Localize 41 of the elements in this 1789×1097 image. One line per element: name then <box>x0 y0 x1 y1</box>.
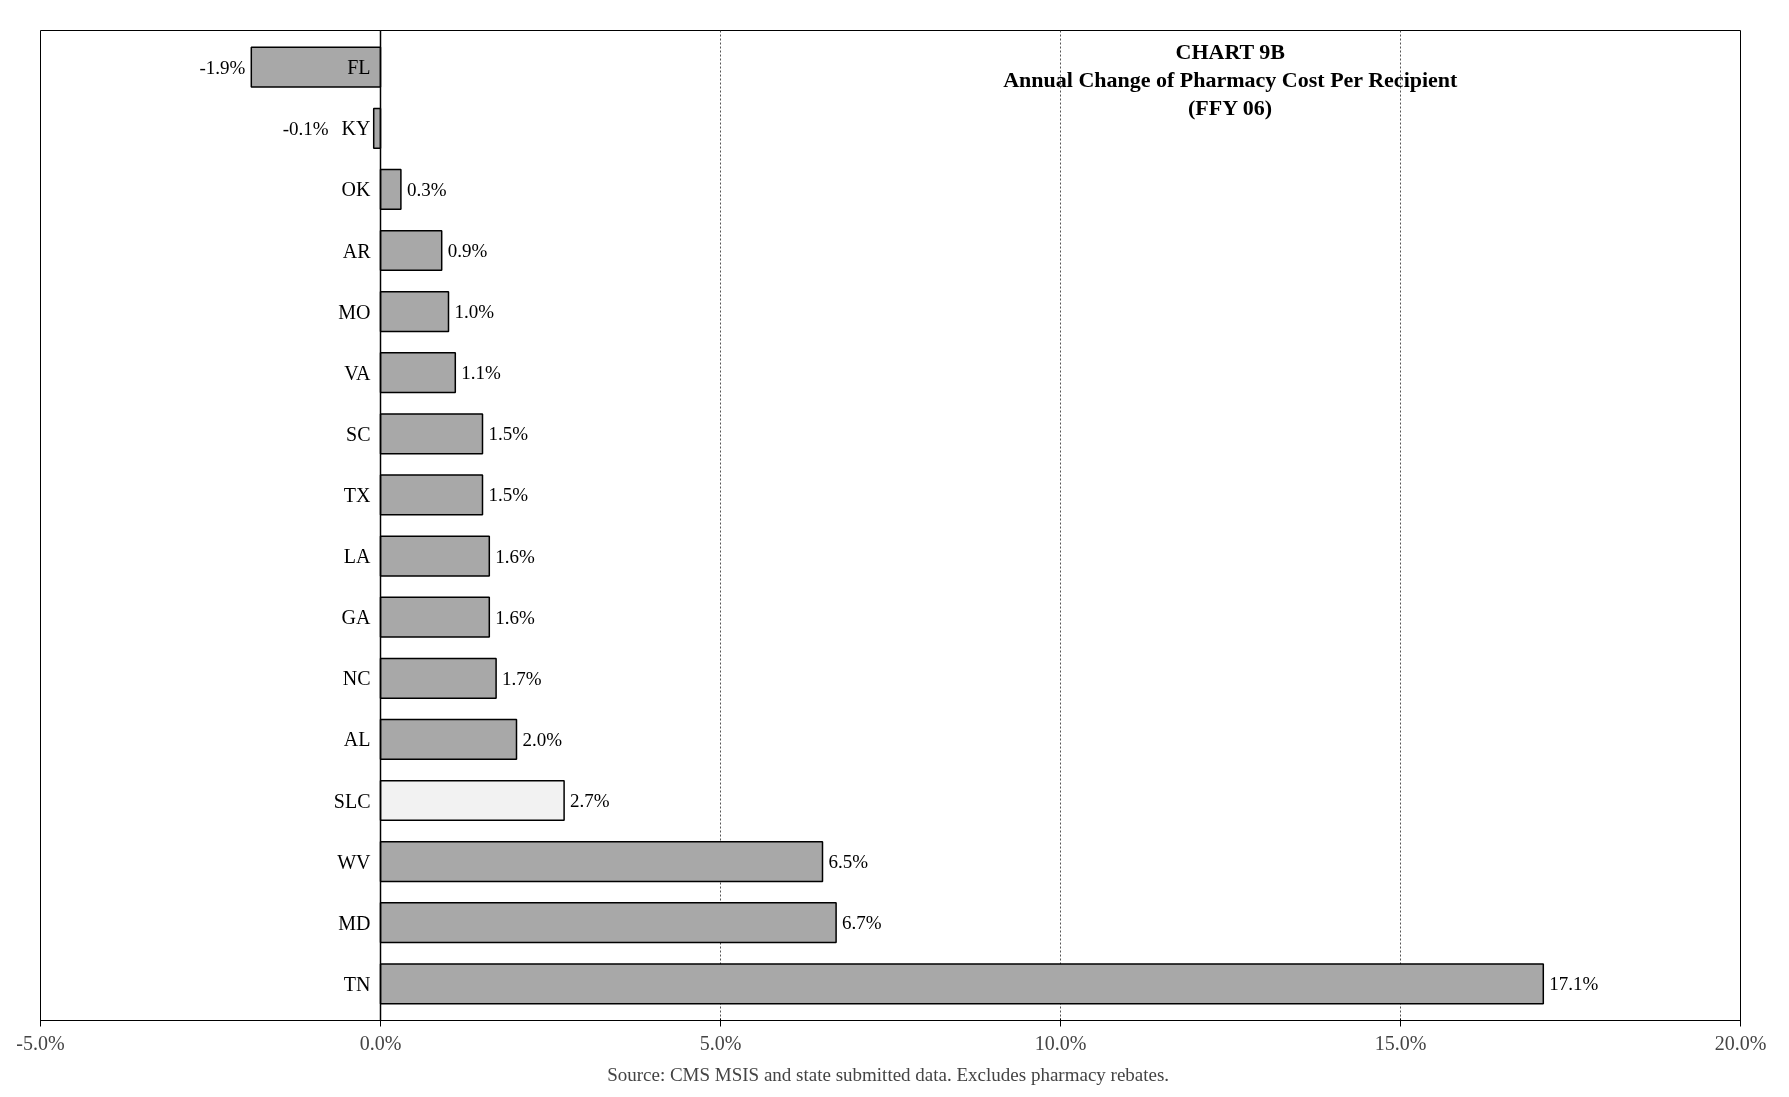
y-tick-label: NC <box>342 667 371 690</box>
data-label: 1.6% <box>495 545 536 567</box>
y-tick-label: WV <box>337 850 372 873</box>
data-label: 2.0% <box>522 728 563 750</box>
y-tick-label: SLC <box>333 789 371 812</box>
y-tick-label: LA <box>343 545 372 568</box>
x-tick-label: 15.0% <box>1374 1031 1427 1054</box>
data-label: 6.5% <box>828 851 869 873</box>
y-tick-label: TX <box>343 483 372 506</box>
y-tick-label: KY <box>341 117 371 140</box>
x-tick-label: 10.0% <box>1034 1031 1087 1054</box>
data-label: -0.1% <box>282 117 329 139</box>
x-tick-label: -5.0% <box>16 1031 65 1054</box>
data-label: 1.5% <box>488 484 529 506</box>
y-tick-label: MD <box>338 911 371 934</box>
data-label: 1.0% <box>454 301 495 323</box>
y-tick-label: GA <box>341 606 372 629</box>
x-tick-label: 5.0% <box>699 1031 742 1054</box>
x-tick-label: 20.0% <box>1714 1031 1767 1054</box>
y-tick-label: TN <box>343 972 371 995</box>
y-tick-label: AR <box>342 239 372 262</box>
y-tick-label: OK <box>341 178 372 201</box>
data-label: 17.1% <box>1549 973 1599 995</box>
y-tick-label: SC <box>346 422 371 445</box>
x-tick-label: 0.0% <box>359 1031 402 1054</box>
data-label: 1.5% <box>488 423 529 445</box>
source-note: Source: CMS MSIS and state submitted data. Excludes pharmacy rebates. <box>607 1063 1170 1085</box>
data-label: 0.3% <box>406 178 447 200</box>
text: Annual Change of Pharmacy Cost Per Recipient (FFY 06) <box>1003 66 1459 120</box>
y-tick-label: AL <box>343 728 371 751</box>
chart-title: CHART 9B <box>1175 38 1286 64</box>
y-tick-label: VA <box>344 361 372 384</box>
y-tick-label: MO <box>338 300 371 323</box>
data-label: 2.7% <box>570 790 610 811</box>
data-label: -1.9% <box>199 56 246 78</box>
data-label: 1.7% <box>502 667 542 689</box>
data-label: 0.9% <box>447 240 488 261</box>
y-tick-label: FL <box>347 56 371 79</box>
data-label: 1.1% <box>461 362 502 384</box>
data-label: 1.6% <box>495 606 536 628</box>
data-label: 6.7% <box>842 912 882 934</box>
